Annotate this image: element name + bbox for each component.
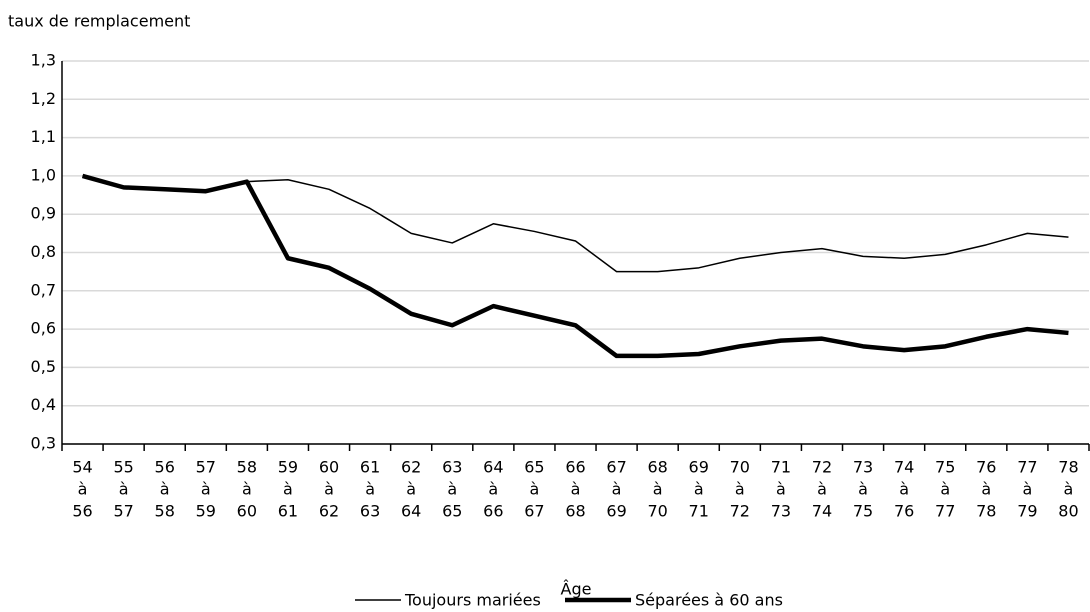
- x-tick-label: 74: [894, 458, 914, 477]
- x-tick-label: 64: [401, 502, 421, 521]
- x-tick-label: à: [283, 480, 293, 499]
- x-tick-label: à: [324, 480, 334, 499]
- x-tick-label: à: [940, 480, 950, 499]
- y-tick-label: 0,7: [31, 280, 56, 299]
- x-tick-label: 72: [730, 502, 750, 521]
- x-tick-label: à: [119, 480, 129, 499]
- x-tick-label: 56: [155, 458, 175, 477]
- x-tick-label: 68: [647, 458, 667, 477]
- x-tick-label: à: [776, 480, 786, 499]
- x-tick-label: à: [1022, 480, 1032, 499]
- x-tick-label: 57: [113, 502, 133, 521]
- y-tick-label: 1,2: [31, 89, 56, 108]
- x-tick-label: à: [530, 480, 540, 499]
- x-tick-label: 78: [1058, 458, 1078, 477]
- y-tick-label: 0,6: [31, 319, 56, 338]
- x-tick-label: 68: [565, 502, 585, 521]
- x-tick-label: à: [899, 480, 909, 499]
- x-tick-label: 63: [360, 502, 380, 521]
- x-tick-label: à: [447, 480, 457, 499]
- x-tick-label: 77: [1017, 458, 1037, 477]
- x-tick-label: 60: [319, 458, 339, 477]
- x-tick-label: à: [1064, 480, 1074, 499]
- x-tick-label: 54: [72, 458, 92, 477]
- x-tick-label: à: [242, 480, 252, 499]
- x-tick-label: 72: [812, 458, 832, 477]
- x-tick-label: 78: [976, 502, 996, 521]
- x-tick-label: 71: [689, 502, 709, 521]
- x-tick-label: 70: [647, 502, 667, 521]
- x-tick-label: à: [858, 480, 868, 499]
- x-tick-label: 63: [442, 458, 462, 477]
- x-tick-label: à: [653, 480, 663, 499]
- x-tick-label: 73: [853, 458, 873, 477]
- y-tick-label: 0,8: [31, 242, 56, 261]
- y-tick-label: 1,0: [31, 165, 56, 184]
- x-tick-label: à: [365, 480, 375, 499]
- x-tick-label: 75: [853, 502, 873, 521]
- x-tick-label: 71: [771, 458, 791, 477]
- x-tick-label: à: [735, 480, 745, 499]
- x-tick-label: à: [78, 480, 88, 499]
- x-tick-label: à: [694, 480, 704, 499]
- x-tick-label: 56: [72, 502, 92, 521]
- x-tick-label: 59: [278, 458, 298, 477]
- x-tick-label: 66: [565, 458, 585, 477]
- y-tick-label: 0,9: [31, 204, 56, 223]
- x-tick-label: 62: [319, 502, 339, 521]
- x-axis-label: Âge: [561, 580, 592, 599]
- x-tick-label: 67: [524, 502, 544, 521]
- x-tick-label: 57: [196, 458, 216, 477]
- x-tick-label: 62: [401, 458, 421, 477]
- y-tick-label: 1,1: [31, 127, 56, 146]
- x-tick-label: 58: [237, 458, 257, 477]
- x-tick-label: 69: [606, 502, 626, 521]
- legend-label: Toujours mariées: [404, 591, 541, 610]
- x-tick-label: 66: [483, 502, 503, 521]
- line-series: [81, 173, 1069, 359]
- x-tick-label: 77: [935, 502, 955, 521]
- x-tick-label: à: [160, 480, 170, 499]
- x-tick-label: 74: [812, 502, 832, 521]
- x-tick-label: 79: [1017, 502, 1037, 521]
- y-axis-label: taux de remplacement: [8, 12, 190, 31]
- x-tick-label: 67: [606, 458, 626, 477]
- y-tick-label: 1,3: [31, 51, 56, 70]
- x-tick-label: 65: [442, 502, 462, 521]
- x-tick-label: 69: [689, 458, 709, 477]
- x-tick-label: 61: [278, 502, 298, 521]
- x-tick-label: 76: [976, 458, 996, 477]
- x-tick-label: 73: [771, 502, 791, 521]
- x-tick-label: 61: [360, 458, 380, 477]
- x-tick-label: 55: [113, 458, 133, 477]
- line-series: [82, 175, 1069, 273]
- x-tick-label: à: [201, 480, 211, 499]
- x-tick-label: 60: [237, 502, 257, 521]
- x-tick-label: à: [488, 480, 498, 499]
- x-tick-label: à: [612, 480, 622, 499]
- legend-label: Séparées à 60 ans: [635, 591, 783, 610]
- x-tick-label: 80: [1058, 502, 1078, 521]
- x-tick-label: 64: [483, 458, 503, 477]
- x-tick-label: à: [981, 480, 991, 499]
- y-tick-label: 0,3: [31, 434, 56, 453]
- x-tick-label: à: [406, 480, 416, 499]
- x-tick-label: 58: [155, 502, 175, 521]
- x-tick-label: 75: [935, 458, 955, 477]
- x-tick-label: à: [571, 480, 581, 499]
- x-tick-label: 65: [524, 458, 544, 477]
- x-tick-label: 59: [196, 502, 216, 521]
- x-tick-label: 70: [730, 458, 750, 477]
- y-tick-label: 0,4: [31, 395, 56, 414]
- x-tick-label: à: [817, 480, 827, 499]
- x-tick-label: 76: [894, 502, 914, 521]
- y-tick-label: 0,5: [31, 357, 56, 376]
